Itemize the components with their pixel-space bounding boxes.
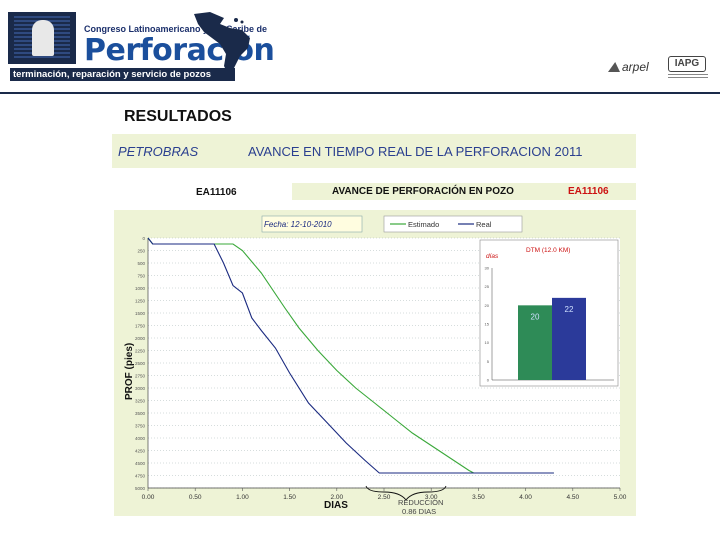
series-line-estimado [147,237,554,474]
reduction-text-2: 0.86 DIAS [402,507,436,516]
iapg-logo: IAPG [668,56,708,82]
series-line-real [147,237,554,474]
y-tick-label: 3000 [135,386,146,391]
y-tick-label: 500 [137,261,145,266]
y-tick-label: 0 [142,236,145,241]
y-ticks: 0 250 500 750 1000 1250 1500 1750 2000 2250 2500 27… [135,236,146,491]
y-tick-label: 750 [137,274,145,279]
arpel-mark-icon [608,62,620,72]
reduction-text-1: REDUCCIÓN [398,498,443,507]
y-tick-label: 4250 [135,449,146,454]
well-progress-bar: AVANCE DE PERFORACIÓN EN POZO EA11106 [292,183,636,200]
series-lines [147,237,554,474]
legend-label-real: Real [476,220,492,229]
x-tick-label: 1.00 [236,494,249,501]
date-label: Fecha: 12-10-2010 [264,220,332,229]
y-tick-label: 5000 [135,486,146,491]
x-tick-label: 2.00 [330,494,343,501]
y-tick-label: 4000 [135,436,146,441]
latin-america-map-icon [194,12,250,74]
arpel-logo: arpel [608,60,649,74]
drill-rig-icon [32,20,54,56]
y-tick-label: 2750 [135,374,146,379]
inset-y-tick-label: 15 [485,322,490,327]
y-tick-label: 250 [137,249,145,254]
y-tick-label: 1250 [135,299,146,304]
x-tick-label: 0.00 [142,494,155,501]
inset-y-tick-label: 0 [487,378,490,383]
iapg-label: IAPG [668,56,706,72]
header: Congreso Latinoamericano y del Caribe de… [0,0,720,92]
y-tick-label: 1000 [135,286,146,291]
congress-tagline: terminación, reparación y servicio de po… [10,68,235,81]
x-ticks: 0.00 0.50 1.00 1.50 2.00 2.50 3.00 3.50 4.00 4.50… [142,488,627,501]
y-tick-label: 1750 [135,324,146,329]
inset-bar-real [552,297,586,380]
x-axis-label: DIAS [324,500,348,511]
inset-y-tick-label: 25 [485,284,490,289]
inset-title: DTM (12.0 KM) [526,247,570,254]
y-tick-label: 4750 [135,474,146,479]
legend [383,215,523,233]
drilling-chart: 0250500750100012501500175020002250250027… [124,215,627,516]
inset-y-tick-label: 30 [485,266,490,271]
y-tick-label: 1500 [135,311,146,316]
well-progress-title: AVANCE DE PERFORACIÓN EN POZO [332,186,514,197]
x-tick-label: 3.00 [425,494,438,501]
well-id-label: EA11106 [196,187,237,198]
x-tick-label: 3.50 [472,494,485,501]
x-tick-label: 1.50 [283,494,296,501]
company-name: PETROBRAS [118,144,199,159]
x-tick-label: 2.50 [378,494,391,501]
inset-y-tick-label: 20 [485,303,490,308]
y-tick-label: 3750 [135,424,146,429]
y-tick-label: 2000 [135,336,146,341]
x-tick-label: 0.50 [189,494,202,501]
inset-unit: días [486,253,499,260]
y-axis-label: PROF (pies) [124,343,135,400]
inset-bar-estimado [518,305,552,380]
header-divider [0,92,720,94]
report-banner: PETROBRAS AVANCE EN TIEMPO REAL DE LA PE… [112,134,636,168]
arpel-label: arpel [622,60,649,74]
report-title: AVANCE EN TIEMPO REAL DE LA PERFORACION … [248,144,583,159]
iapg-caption-lines [668,74,708,80]
inset-bar-value: 22 [565,305,574,314]
legend-label-estimado: Estimado [408,220,439,229]
inset-bar-value: 20 [531,312,540,321]
y-tick-label: 3250 [135,399,146,404]
reduction-brace [365,485,447,501]
y-tick-label: 2250 [135,349,146,354]
y-tick-label: 3500 [135,411,146,416]
chart-panel: 0 250 500 750 1000 1250 1500 1750 2000 2250 2500 27… [114,210,636,516]
date-label-box [261,215,363,233]
section-title: RESULTADOS [124,108,232,125]
inset-y-tick-label: 10 [485,340,490,345]
x-tick-label: 5.00 [614,494,627,501]
congress-subtitle: Congreso Latinoamericano y del Caribe de [84,24,268,34]
well-progress-id: EA11106 [568,186,609,197]
x-tick-label: 4.00 [519,494,532,501]
y-tick-label: 2500 [135,361,146,366]
x-tick-label: 4.50 [566,494,579,501]
y-tick-label: 4500 [135,461,146,466]
inset-y-tick-label: 5 [487,359,490,364]
